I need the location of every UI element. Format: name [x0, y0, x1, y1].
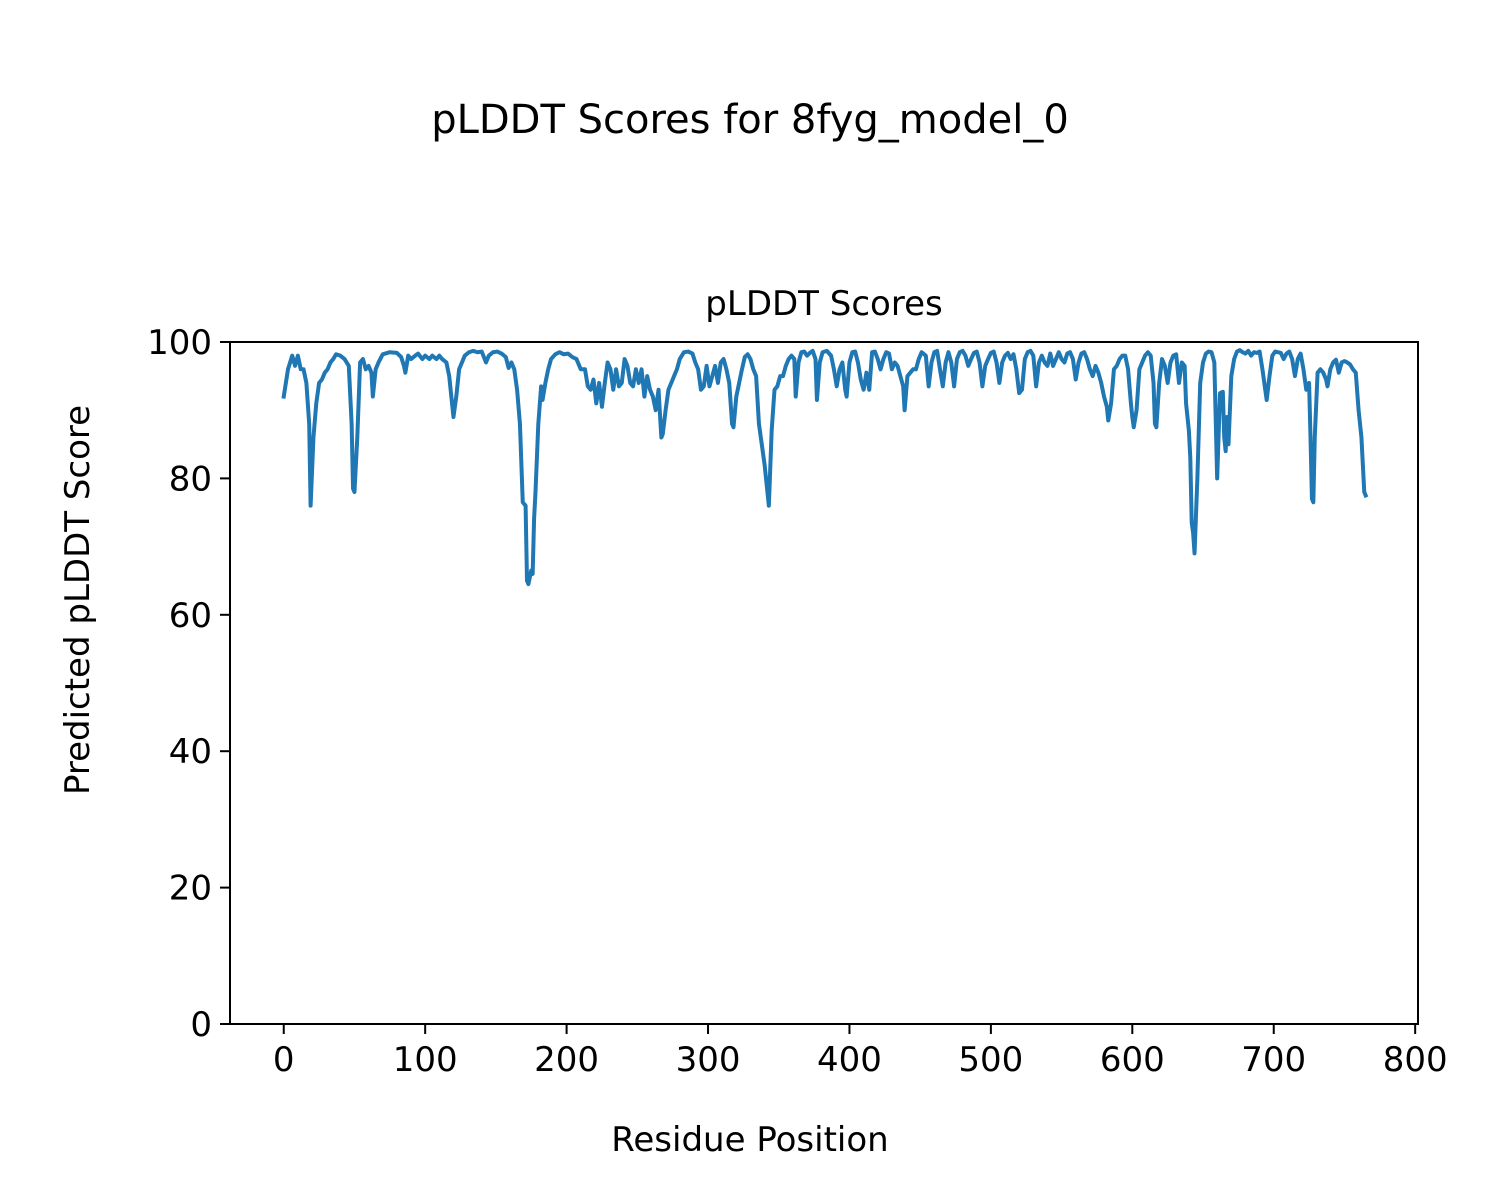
y-axis-label: Predicted pLDDT Score [58, 405, 98, 795]
x-tick-label: 100 [393, 1040, 458, 1080]
x-tick-label: 800 [1383, 1040, 1448, 1080]
y-tick-label: 0 [190, 1005, 212, 1045]
x-tick-label: 300 [676, 1040, 741, 1080]
y-tick-label: 60 [169, 596, 212, 636]
x-tick-label: 0 [273, 1040, 295, 1080]
x-tick-label: 400 [817, 1040, 882, 1080]
x-tick-label: 700 [1241, 1040, 1306, 1080]
axes-frame [229, 341, 1419, 1025]
x-tick-label: 600 [1100, 1040, 1165, 1080]
series-line-0 [281, 348, 1369, 587]
y-tick-label: 100 [147, 323, 212, 363]
y-tick-label: 20 [169, 869, 212, 909]
figure-suptitle: pLDDT Scores for 8fyg_model_0 [431, 97, 1069, 143]
x-tick-label: 200 [534, 1040, 599, 1080]
plot-area: 0 100 200 300 400 500 600 700 800 0 20 40 60 80 100 [147, 323, 1448, 1080]
x-axis-label: Residue Position [611, 1120, 888, 1160]
axes-title: pLDDT Scores [705, 284, 942, 324]
y-tick-label: 80 [169, 459, 212, 499]
y-tick-label: 40 [169, 732, 212, 772]
x-tick-label: 500 [958, 1040, 1023, 1080]
